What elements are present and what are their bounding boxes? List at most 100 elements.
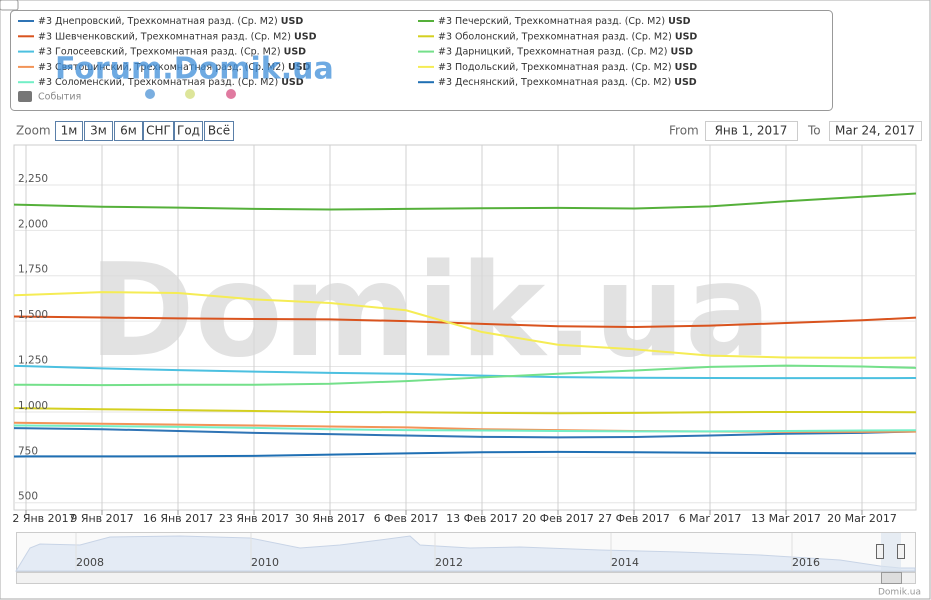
zoom-button[interactable] xyxy=(174,121,203,141)
zoom-button-label[interactable]: 6м xyxy=(120,124,137,138)
from-input[interactable]: Янв 1, 2017 xyxy=(715,124,788,138)
zoom-button[interactable] xyxy=(55,121,83,141)
to-input[interactable]: Mar 24, 2017 xyxy=(835,124,915,138)
legend-name: #3 Деснянский, Трехкомнатная разд. (Ср. … xyxy=(438,77,671,88)
series-line xyxy=(14,315,916,328)
navigator-year: 2016 xyxy=(792,556,820,569)
series-line xyxy=(14,192,916,211)
navigator-year: 2010 xyxy=(251,556,279,569)
zoom-button-label[interactable]: Год xyxy=(177,124,200,138)
grid xyxy=(14,145,916,510)
x-tick-label: 16 Янв 2017 xyxy=(143,512,213,525)
legend-name: #3 Дарницкий, Трехкомнатная разд. (Ср. M… xyxy=(438,46,668,57)
events-icon[interactable] xyxy=(18,91,32,102)
zoom-button[interactable] xyxy=(114,121,143,141)
navigator-selection[interactable] xyxy=(881,533,901,571)
legend-box xyxy=(10,10,833,111)
zoom-button-label[interactable]: СНГ xyxy=(146,124,171,138)
y-tick-label: 1,000 xyxy=(18,400,48,412)
to-label: To xyxy=(807,124,821,138)
legend-unit: USD xyxy=(288,61,311,72)
series-lines xyxy=(14,192,916,458)
legend-unit: USD xyxy=(281,77,304,88)
x-tick-label: 6 Фев 2017 xyxy=(374,512,439,525)
zoom-button[interactable] xyxy=(204,121,234,141)
legend-unit: USD xyxy=(675,61,698,72)
dot xyxy=(185,89,195,99)
legend-unit: USD xyxy=(294,31,317,42)
legend-unit: USD xyxy=(675,31,698,42)
navigator-years: 2008 2010 2012 2014 2016 xyxy=(75,533,820,571)
navigator-handle[interactable] xyxy=(897,544,905,559)
legend-entry[interactable]: #3 Оболонский, Трехкомнатная разд. (Ср. … xyxy=(438,31,697,42)
y-tick-label: 750 xyxy=(18,445,38,457)
zoom-button-label[interactable]: 3м xyxy=(90,124,107,138)
scrollbar-thumb[interactable] xyxy=(881,572,902,584)
legend-entry[interactable]: #3 Соломенский, Трехкомнатная разд. (Ср.… xyxy=(38,77,304,88)
corner-box xyxy=(0,0,19,11)
watermark-small: Forum.Domik.ua xyxy=(55,52,334,87)
y-tick-label: 1,750 xyxy=(18,264,48,276)
legend-entry[interactable]: #3 Святошинский, Трехкомнатная разд. (Ср… xyxy=(38,61,311,72)
series-line xyxy=(14,450,916,458)
navigator-year: 2012 xyxy=(435,556,463,569)
x-tick-label: 30 Янв 2017 xyxy=(295,512,365,525)
x-tick-label: 9 Янв 2017 xyxy=(70,512,133,525)
legend-unit: USD xyxy=(284,46,307,57)
dot xyxy=(145,89,155,99)
y-tick-label: 1,500 xyxy=(18,309,48,321)
legend-entry[interactable]: #3 Шевченковский, Трехкомнатная разд. (С… xyxy=(38,31,317,42)
zoom-button[interactable] xyxy=(84,121,113,141)
legend-unit: USD xyxy=(668,16,691,27)
legend-entry[interactable]: #3 Печерский, Трехкомнатная разд. (Ср. M… xyxy=(438,16,691,27)
series-line xyxy=(14,427,916,439)
legend-name: #3 Голосеевский, Трехкомнатная разд. (Ср… xyxy=(38,46,281,57)
legend-name: #3 Подольский, Трехкомнатная разд. (Ср. … xyxy=(438,61,672,72)
series-line xyxy=(14,364,916,380)
zoom-button[interactable] xyxy=(143,121,174,141)
axis-labels: 500 750 1,000 1,250 1,500 1,750 2,000 2,250 2 Ян… xyxy=(12,173,897,525)
legend-name: #3 Печерский, Трехкомнатная разд. (Ср. M… xyxy=(438,16,665,27)
x-tick-label: 13 Фев 2017 xyxy=(446,512,518,525)
y-tick-label: 1,250 xyxy=(18,355,48,367)
legend-name: #3 Оболонский, Трехкомнатная разд. (Ср. … xyxy=(438,31,672,42)
watermark: Domik.ua xyxy=(89,237,772,386)
legend-entry[interactable]: #3 Голосеевский, Трехкомнатная разд. (Ср… xyxy=(38,46,306,57)
legend-entry[interactable]: #3 Деснянский, Трехкомнатная разд. (Ср. … xyxy=(438,77,697,88)
legend-entry[interactable]: #3 Подольский, Трехкомнатная разд. (Ср. … xyxy=(438,61,697,72)
zoom-buttons: 1м 3м 6м СНГ Год Всё xyxy=(55,121,234,141)
legend-unit: USD xyxy=(281,16,304,27)
to-input-box[interactable] xyxy=(829,121,922,141)
from-label: From xyxy=(669,124,699,138)
series-line xyxy=(14,407,916,415)
zoom-button-label[interactable]: 1м xyxy=(61,124,78,138)
x-tick-label: 23 Янв 2017 xyxy=(219,512,289,525)
series-line xyxy=(14,424,916,433)
x-tick-label: 6 Mar 2017 xyxy=(679,512,742,525)
legend-unit: USD xyxy=(674,77,697,88)
legend-entry[interactable]: #3 Днепровский, Трехкомнатная разд. (Ср.… xyxy=(38,16,303,27)
credit[interactable]: Domik.ua xyxy=(878,588,921,598)
legend-name: #3 Шевченковский, Трехкомнатная разд. (С… xyxy=(38,31,291,42)
x-tick-label: 13 Mar 2017 xyxy=(751,512,821,525)
navigator-year: 2014 xyxy=(611,556,639,569)
events-label[interactable]: События xyxy=(38,92,81,103)
y-tick-label: 500 xyxy=(18,491,38,503)
series-line xyxy=(14,291,916,359)
x-tick-label: 2 Янв 2017 xyxy=(12,512,75,525)
series-line xyxy=(14,364,916,387)
navigator-handle[interactable] xyxy=(876,544,884,559)
zoom-button-label[interactable]: Всё xyxy=(208,124,230,138)
scrollbar[interactable] xyxy=(16,572,916,584)
legend-entry[interactable]: #3 Дарницкий, Трехкомнатная разд. (Ср. M… xyxy=(438,46,693,57)
x-tick-label: 20 Фев 2017 xyxy=(522,512,594,525)
legend-name: #3 Святошинский, Трехкомнатная разд. (Ср… xyxy=(38,61,285,72)
navigator-year: 2008 xyxy=(76,556,104,569)
from-input-box[interactable] xyxy=(705,121,798,141)
x-tick-label: 27 Фев 2017 xyxy=(598,512,670,525)
y-tick-label: 2,000 xyxy=(18,218,48,230)
plot-border xyxy=(13,144,917,511)
legend-name: #3 Днепровский, Трехкомнатная разд. (Ср.… xyxy=(38,16,278,27)
legend-name: #3 Соломенский, Трехкомнатная разд. (Ср.… xyxy=(38,77,278,88)
